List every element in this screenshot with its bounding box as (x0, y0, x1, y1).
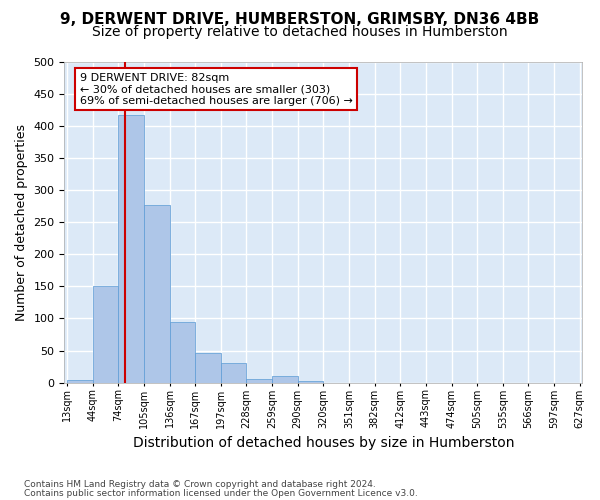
X-axis label: Distribution of detached houses by size in Humberston: Distribution of detached houses by size … (133, 436, 514, 450)
Text: Contains HM Land Registry data © Crown copyright and database right 2024.: Contains HM Land Registry data © Crown c… (24, 480, 376, 489)
Text: 9, DERWENT DRIVE, HUMBERSTON, GRIMSBY, DN36 4BB: 9, DERWENT DRIVE, HUMBERSTON, GRIMSBY, D… (61, 12, 539, 28)
Bar (144, 205, 170, 382)
Bar (247, 379, 272, 382)
Y-axis label: Number of detached properties: Number of detached properties (15, 124, 28, 320)
Bar (92, 286, 118, 382)
Text: 9 DERWENT DRIVE: 82sqm
← 30% of detached houses are smaller (303)
69% of semi-de: 9 DERWENT DRIVE: 82sqm ← 30% of detached… (80, 72, 353, 106)
Bar (272, 376, 298, 382)
Bar (170, 322, 195, 382)
Text: Size of property relative to detached houses in Humberston: Size of property relative to detached ho… (92, 25, 508, 39)
Bar (221, 364, 247, 382)
Bar (118, 115, 144, 382)
Bar (298, 381, 323, 382)
Bar (67, 380, 92, 382)
Bar (195, 352, 221, 382)
Text: Contains public sector information licensed under the Open Government Licence v3: Contains public sector information licen… (24, 489, 418, 498)
